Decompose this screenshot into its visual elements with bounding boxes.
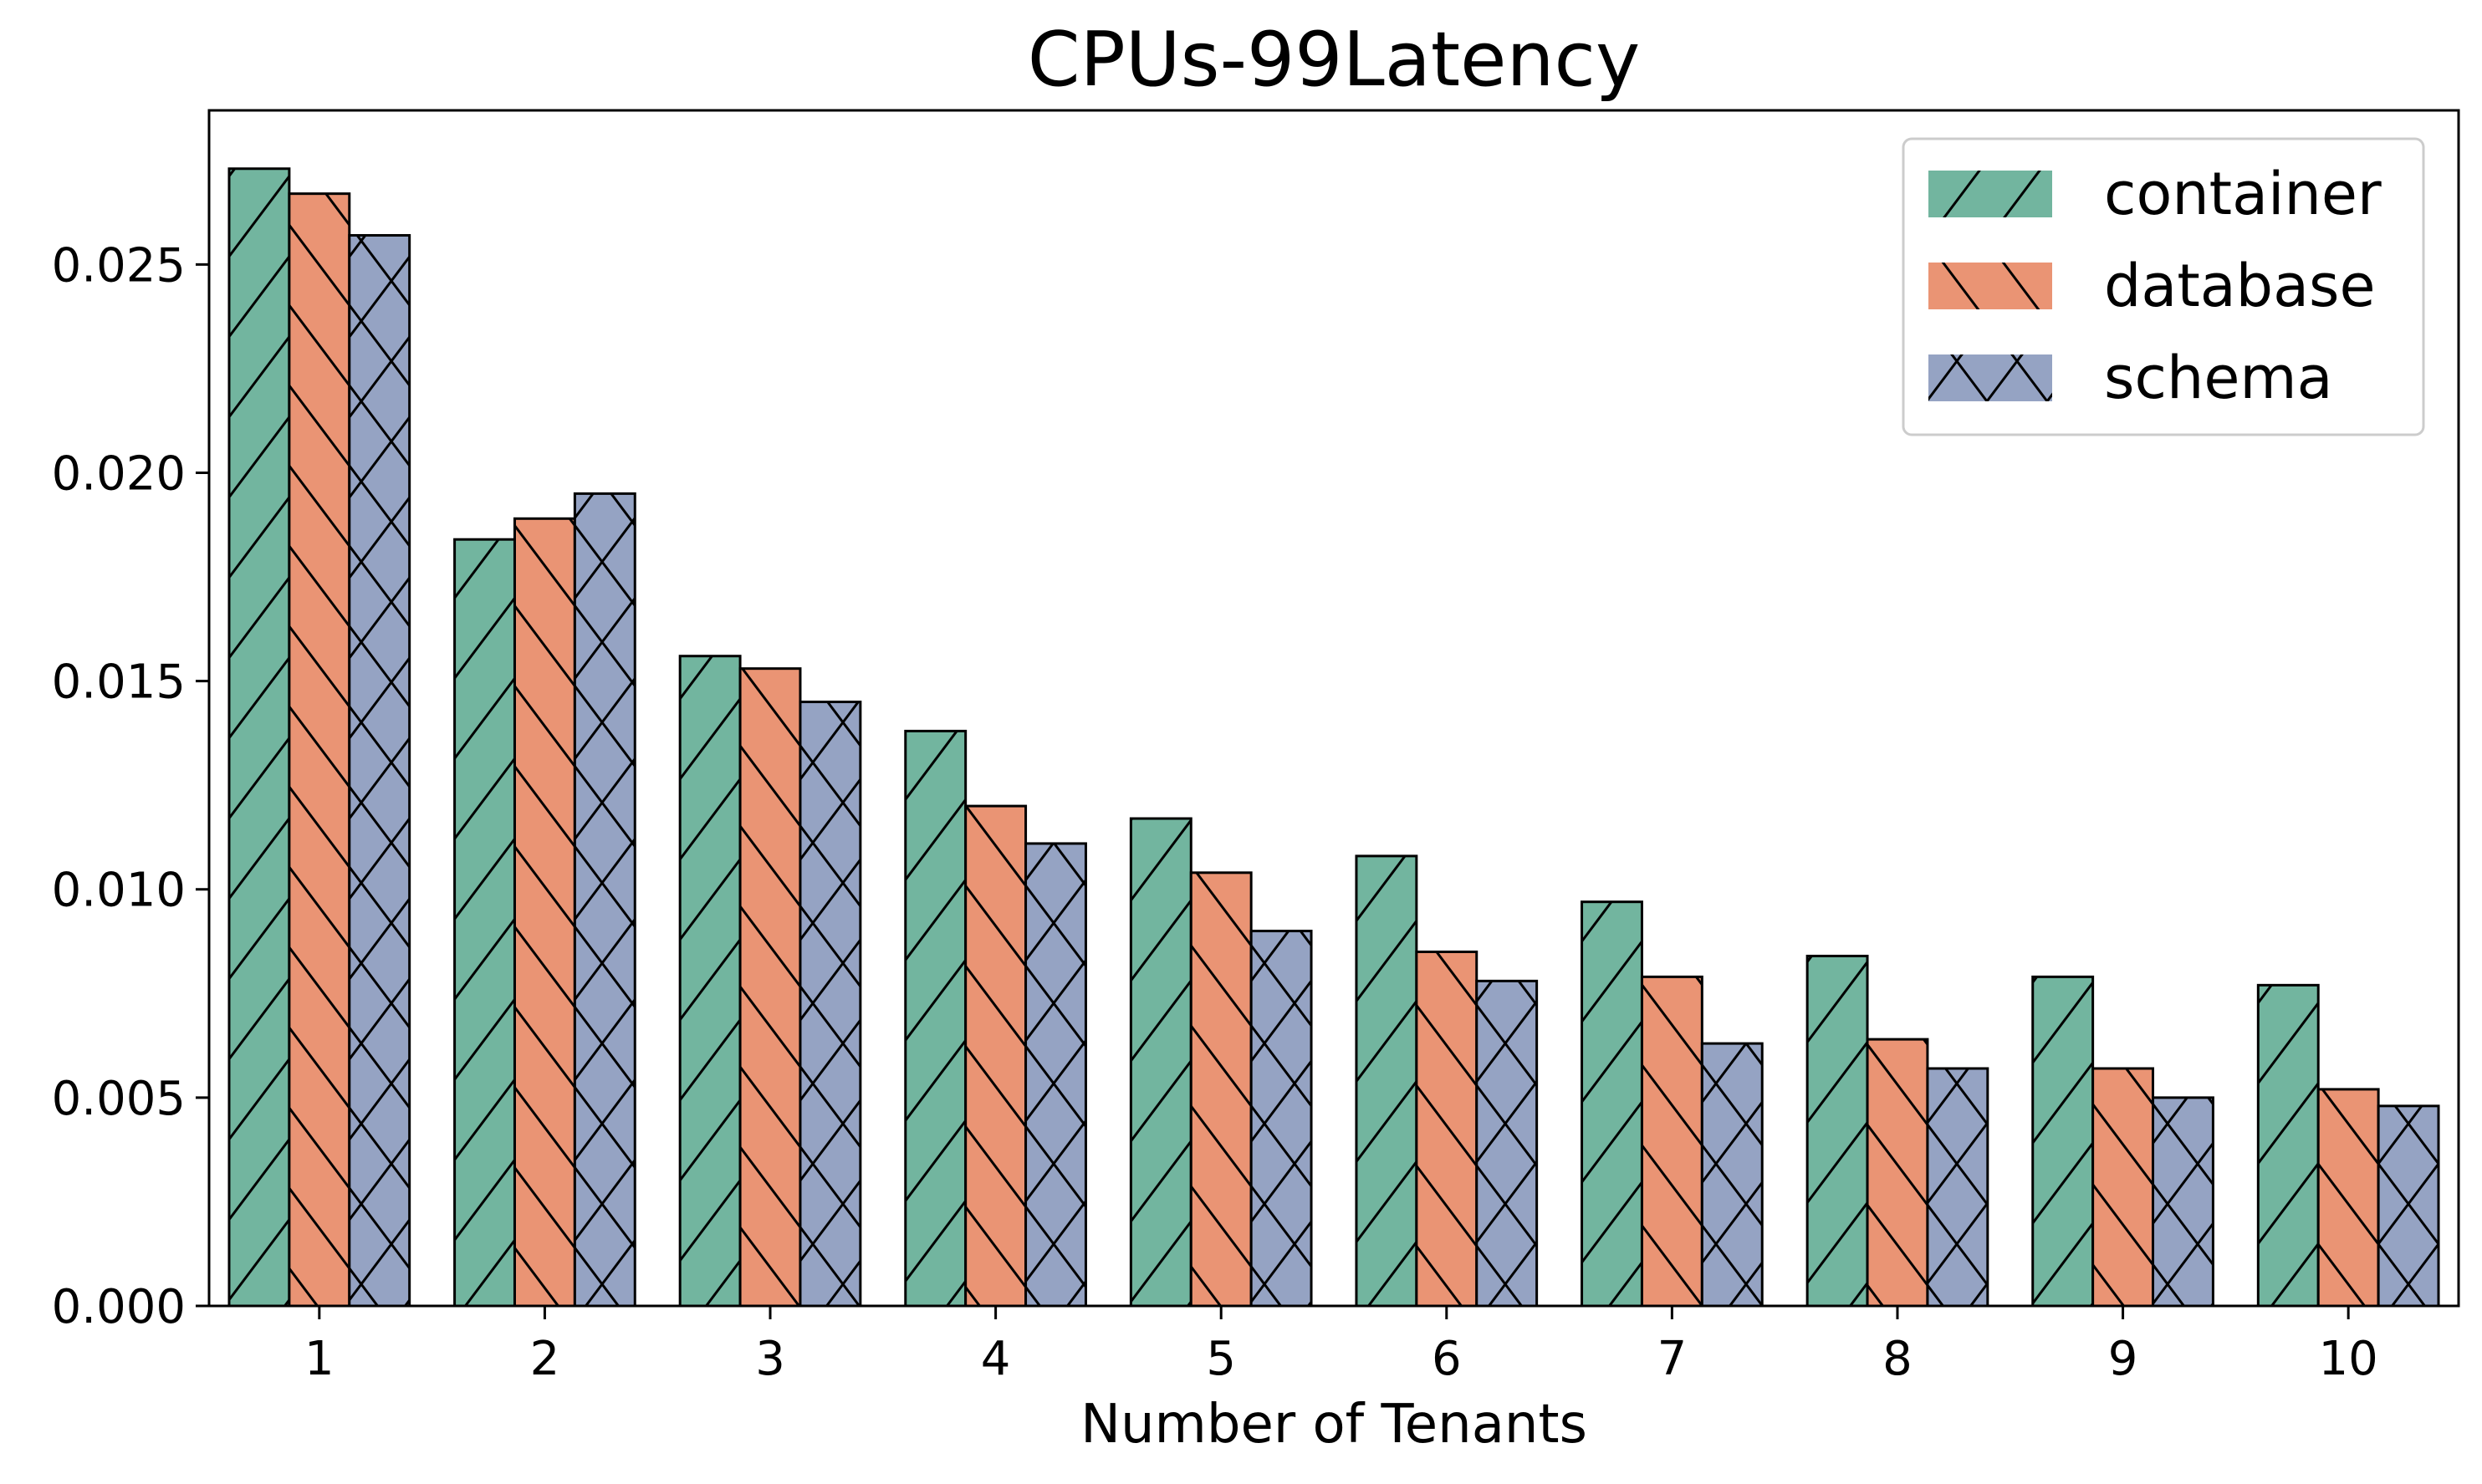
bar-database-2 <box>513 517 576 1308</box>
y-tick-label: 0.020 <box>52 446 186 501</box>
bar-database-10 <box>2316 1088 2380 1308</box>
legend-label: container <box>2104 160 2382 228</box>
legend-label: schema <box>2104 344 2332 412</box>
bar-container-1 <box>227 167 291 1308</box>
y-tick-label: 0.025 <box>52 238 186 293</box>
x-tick-label: 5 <box>1206 1332 1236 1386</box>
bar-container-2 <box>453 538 516 1308</box>
bar-container-6 <box>1355 854 1418 1308</box>
bar-schema-6 <box>1475 979 1539 1308</box>
x-tick-label: 6 <box>1432 1332 1462 1386</box>
bar-schema-1 <box>348 233 411 1308</box>
x-tick-label: 1 <box>304 1332 335 1386</box>
bar-schema-8 <box>1926 1067 1989 1308</box>
bar-schema-9 <box>2152 1096 2214 1308</box>
bar-schema-3 <box>799 701 862 1308</box>
bar-schema-5 <box>1249 930 1313 1308</box>
x-tick-label: 2 <box>530 1332 560 1386</box>
bar-database-7 <box>1640 975 1703 1308</box>
plot-area-frame <box>207 109 2460 1308</box>
x-tick-label: 3 <box>755 1332 785 1386</box>
legend: container database schema <box>1902 137 2425 436</box>
x-tick-label: 4 <box>981 1332 1011 1386</box>
bar-container-4 <box>904 729 968 1308</box>
y-tick-label: 0.005 <box>52 1072 186 1126</box>
bar-schema-7 <box>1700 1042 1764 1308</box>
bar-container-5 <box>1129 817 1192 1308</box>
legend-entry-container: container <box>1928 160 2382 228</box>
bar-database-8 <box>1866 1038 1929 1308</box>
bar-database-1 <box>288 192 351 1308</box>
bar-database-4 <box>964 804 1028 1308</box>
y-tick-label: 0.010 <box>52 864 186 918</box>
x-tick-label: 8 <box>1882 1332 1913 1386</box>
bar-schema-2 <box>573 492 636 1308</box>
chart-title: CPUs-99Latency <box>1028 16 1641 104</box>
bar-database-6 <box>1415 950 1478 1308</box>
bar-container-9 <box>2031 975 2095 1308</box>
y-tick-label: 0.015 <box>52 655 186 710</box>
legend-entry-database: database <box>1928 252 2376 320</box>
bar-container-7 <box>1581 900 1643 1308</box>
x-tick-label: 10 <box>2319 1332 2378 1386</box>
bar-database-3 <box>738 667 802 1308</box>
bar-schema-10 <box>2377 1104 2440 1308</box>
bars-group <box>227 167 2440 1308</box>
bar-schema-4 <box>1024 842 1087 1308</box>
bar-container-10 <box>2256 983 2320 1308</box>
y-axis: 0.000 0.005 0.010 0.015 0.020 0.025 <box>52 238 209 1334</box>
bar-container-3 <box>678 655 742 1308</box>
bar-container-8 <box>1805 954 1869 1308</box>
x-tick-label: 9 <box>2108 1332 2138 1386</box>
bar-database-9 <box>2091 1067 2155 1308</box>
y-tick-label: 0.000 <box>52 1280 186 1334</box>
x-axis-label: Number of Tenants <box>1080 1394 1587 1456</box>
x-axis: 1 2 3 4 5 6 7 8 9 10 <box>304 1306 2378 1386</box>
legend-entry-schema: schema <box>1928 344 2332 412</box>
x-tick-label: 7 <box>1657 1332 1688 1386</box>
legend-label: database <box>2104 252 2376 320</box>
bar-database-5 <box>1189 871 1253 1308</box>
